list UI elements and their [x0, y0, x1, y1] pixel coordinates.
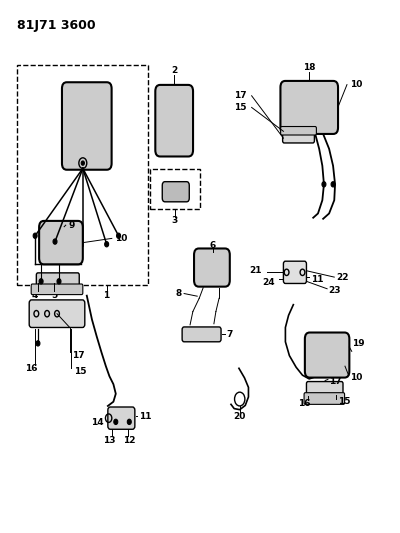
FancyBboxPatch shape	[162, 182, 189, 202]
Circle shape	[116, 233, 120, 238]
Text: 20: 20	[234, 412, 246, 421]
FancyBboxPatch shape	[62, 82, 112, 169]
Text: 17: 17	[72, 351, 85, 360]
Circle shape	[127, 419, 131, 424]
Text: 14: 14	[91, 418, 104, 427]
Text: 5: 5	[51, 291, 57, 300]
Text: 21: 21	[249, 266, 262, 274]
Circle shape	[57, 279, 61, 284]
Text: 7: 7	[227, 330, 233, 339]
FancyBboxPatch shape	[194, 248, 230, 287]
FancyBboxPatch shape	[304, 393, 344, 405]
Circle shape	[33, 233, 37, 238]
FancyBboxPatch shape	[155, 85, 193, 157]
FancyBboxPatch shape	[280, 81, 338, 134]
FancyBboxPatch shape	[31, 284, 83, 295]
FancyBboxPatch shape	[305, 333, 349, 377]
Text: 16: 16	[298, 399, 310, 408]
Text: 10: 10	[114, 234, 127, 243]
Text: 3: 3	[172, 216, 178, 225]
FancyBboxPatch shape	[29, 300, 85, 327]
FancyBboxPatch shape	[39, 221, 83, 264]
Text: 81J71 3600: 81J71 3600	[17, 19, 96, 32]
FancyBboxPatch shape	[108, 407, 135, 429]
Text: 17: 17	[329, 377, 342, 386]
Text: 2: 2	[171, 66, 177, 75]
Circle shape	[105, 241, 109, 247]
FancyBboxPatch shape	[281, 126, 316, 135]
Circle shape	[36, 341, 40, 346]
Text: 24: 24	[262, 278, 275, 287]
Text: 18: 18	[303, 63, 316, 71]
Text: 1: 1	[104, 291, 110, 300]
Text: 11: 11	[311, 274, 324, 284]
Text: 15: 15	[234, 103, 247, 112]
Text: 10: 10	[350, 373, 362, 382]
Text: 13: 13	[103, 436, 116, 445]
Text: 10: 10	[350, 80, 362, 89]
FancyBboxPatch shape	[284, 261, 306, 284]
Text: 4: 4	[31, 291, 38, 300]
Text: 23: 23	[329, 286, 341, 295]
Circle shape	[39, 279, 43, 284]
Text: 22: 22	[336, 272, 348, 281]
FancyBboxPatch shape	[182, 327, 221, 342]
Text: 15: 15	[74, 367, 86, 376]
Text: 9: 9	[68, 221, 74, 230]
Circle shape	[114, 419, 118, 424]
Text: 16: 16	[25, 364, 38, 373]
Text: 6: 6	[210, 241, 216, 250]
Text: 12: 12	[123, 436, 136, 445]
Text: 15: 15	[338, 397, 351, 406]
Text: 17: 17	[234, 91, 247, 100]
Text: 8: 8	[175, 289, 181, 298]
FancyBboxPatch shape	[283, 131, 314, 143]
Text: 19: 19	[352, 339, 364, 348]
FancyBboxPatch shape	[36, 273, 79, 287]
Circle shape	[53, 239, 57, 244]
Text: 11: 11	[139, 411, 151, 421]
FancyBboxPatch shape	[306, 382, 343, 395]
Circle shape	[331, 182, 335, 187]
Circle shape	[322, 182, 326, 187]
Circle shape	[81, 161, 84, 165]
